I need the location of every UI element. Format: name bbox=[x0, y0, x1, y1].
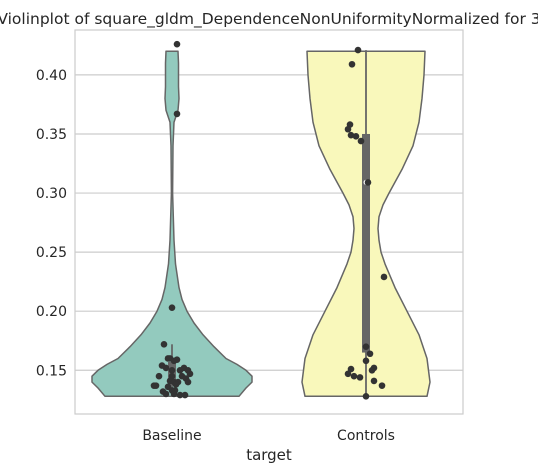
data-point bbox=[362, 343, 370, 350]
violins bbox=[91, 50, 431, 398]
x-tick-label: Baseline bbox=[142, 428, 201, 444]
data-point bbox=[172, 381, 180, 388]
data-point bbox=[380, 273, 388, 281]
y-tick-label: 0.35 bbox=[36, 127, 67, 143]
data-point bbox=[162, 364, 170, 372]
y-tick-label: 0.40 bbox=[36, 68, 67, 84]
iqr-box bbox=[362, 133, 370, 353]
data-point bbox=[356, 374, 364, 381]
data-point bbox=[173, 40, 181, 48]
y-tick-label: 0.15 bbox=[36, 363, 67, 379]
plot-frame bbox=[74, 29, 464, 415]
data-point bbox=[347, 365, 355, 373]
data-point bbox=[184, 378, 192, 386]
x-axis-label: target bbox=[246, 446, 292, 464]
y-tick-labels: 0.15 0.20 0.25 0.30 0.35 0.40 bbox=[36, 68, 67, 379]
data-point bbox=[368, 366, 376, 374]
violin-body bbox=[91, 50, 253, 398]
data-point bbox=[176, 391, 184, 399]
data-point bbox=[352, 133, 360, 140]
data-point bbox=[362, 357, 370, 365]
data-point bbox=[168, 304, 176, 311]
data-point bbox=[354, 46, 362, 54]
chart-title: Violinplot of square_gldm_DependenceNonU… bbox=[0, 10, 538, 29]
y-tick-label: 0.20 bbox=[36, 304, 67, 320]
data-point bbox=[155, 372, 163, 380]
data-point bbox=[160, 340, 168, 348]
data-point bbox=[350, 372, 358, 380]
data-point bbox=[344, 125, 352, 133]
x-tick-labels: Baseline Controls bbox=[142, 428, 395, 444]
data-point bbox=[344, 370, 352, 378]
data-point bbox=[170, 390, 178, 398]
data-point bbox=[162, 390, 170, 398]
data-point bbox=[348, 60, 356, 68]
data-point bbox=[181, 391, 189, 399]
data-point bbox=[186, 370, 194, 378]
data-point bbox=[364, 179, 372, 186]
strip-points bbox=[150, 40, 388, 400]
data-point bbox=[362, 392, 370, 400]
data-point bbox=[370, 377, 378, 385]
data-point bbox=[173, 110, 181, 118]
x-tick-label: Controls bbox=[337, 428, 395, 444]
data-point bbox=[168, 366, 176, 374]
data-point bbox=[378, 382, 386, 389]
data-point bbox=[366, 350, 374, 358]
data-point bbox=[347, 131, 355, 139]
data-point bbox=[357, 137, 365, 145]
y-tick-label: 0.30 bbox=[36, 186, 67, 202]
y-tick-label: 0.25 bbox=[36, 245, 67, 261]
data-point bbox=[173, 356, 181, 363]
data-point bbox=[152, 382, 160, 389]
